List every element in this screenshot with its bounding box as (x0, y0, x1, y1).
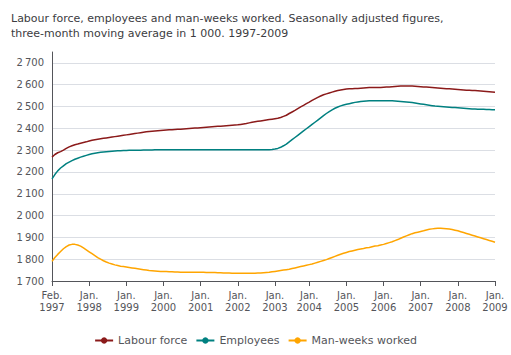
svg-text:2 600: 2 600 (17, 79, 44, 90)
svg-text:three-month moving average in: three-month moving average in 1 000. 199… (11, 27, 288, 40)
svg-text:2 300: 2 300 (17, 145, 44, 156)
svg-text:Jan.: Jan. (153, 290, 173, 301)
svg-text:Labour force: Labour force (118, 334, 188, 347)
svg-text:Employees: Employees (219, 334, 279, 347)
svg-text:Jan.: Jan. (299, 290, 319, 301)
svg-text:Jan.: Jan. (190, 290, 210, 301)
svg-text:2 000: 2 000 (17, 210, 44, 221)
svg-text:Jan.: Jan. (448, 290, 468, 301)
svg-text:Jan.: Jan. (227, 290, 247, 301)
svg-text:Jan.: Jan. (265, 290, 285, 301)
svg-text:2008: 2008 (445, 302, 470, 313)
svg-text:Jan.: Jan. (79, 290, 99, 301)
svg-text:2009: 2009 (482, 302, 507, 313)
svg-text:Jan.: Jan. (373, 290, 393, 301)
svg-text:2004: 2004 (296, 302, 321, 313)
svg-text:Jan.: Jan. (485, 290, 505, 301)
svg-text:2001: 2001 (188, 302, 213, 313)
svg-text:2007: 2007 (408, 302, 433, 313)
svg-text:Labour force, employees and ma: Labour force, employees and man-weeks wo… (11, 12, 443, 25)
svg-text:1998: 1998 (76, 302, 101, 313)
svg-text:2 100: 2 100 (17, 188, 44, 199)
svg-text:Jan.: Jan. (116, 290, 136, 301)
svg-text:1997: 1997 (39, 302, 64, 313)
svg-text:2005: 2005 (334, 302, 359, 313)
svg-text:Man-weeks worked: Man-weeks worked (312, 334, 417, 347)
svg-text:2003: 2003 (262, 302, 287, 313)
svg-text:1 800: 1 800 (17, 254, 44, 265)
svg-text:2 200: 2 200 (17, 166, 44, 177)
svg-text:Jan.: Jan. (336, 290, 356, 301)
svg-text:Jan.: Jan. (410, 290, 430, 301)
svg-text:2 400: 2 400 (17, 123, 44, 134)
svg-text:Feb.: Feb. (42, 290, 63, 301)
svg-text:2002: 2002 (225, 302, 250, 313)
svg-text:1 700: 1 700 (17, 276, 44, 287)
svg-text:1999: 1999 (114, 302, 139, 313)
svg-text:2 500: 2 500 (17, 101, 44, 112)
svg-text:2000: 2000 (151, 302, 176, 313)
svg-text:1 900: 1 900 (17, 232, 44, 243)
svg-text:2006: 2006 (371, 302, 396, 313)
svg-text:2 700: 2 700 (17, 57, 44, 68)
